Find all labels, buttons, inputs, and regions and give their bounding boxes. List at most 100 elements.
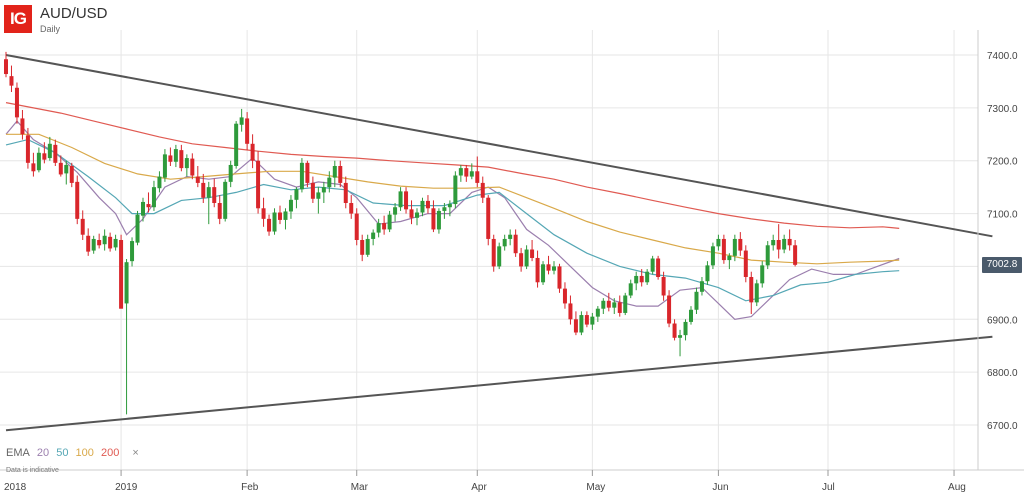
candle-body — [508, 234, 513, 239]
y-tick-label: 7100.0 — [987, 210, 1018, 221]
candle-body — [667, 295, 672, 324]
candle-body — [398, 191, 403, 208]
candle-body — [212, 187, 217, 203]
candle-body — [617, 302, 622, 313]
candle-body — [415, 212, 419, 218]
candle-body — [793, 245, 798, 265]
candle-body — [69, 166, 74, 183]
candle-body — [530, 249, 535, 258]
candle-body — [749, 277, 754, 303]
candle-body — [239, 117, 244, 125]
timeframe-label: Daily — [40, 24, 61, 34]
axes: 7400.07300.07200.07100.07000.06900.06800… — [0, 30, 1024, 493]
candle-body — [765, 245, 770, 266]
candle-body — [47, 143, 52, 159]
candle-body — [469, 171, 474, 177]
legend-item-ema200: 200 — [100, 447, 120, 459]
candle-body — [595, 308, 600, 317]
candle-body — [579, 315, 584, 333]
candle-body — [546, 264, 551, 271]
candle-body — [491, 238, 496, 267]
candle-body — [475, 171, 480, 183]
candle-body — [102, 235, 107, 245]
candle-body — [453, 175, 458, 205]
candle-body — [283, 211, 288, 220]
close-icon[interactable]: × — [132, 447, 139, 459]
candle-body — [601, 300, 606, 309]
candle-body — [305, 162, 310, 183]
candle-body — [524, 249, 529, 267]
candle-body — [678, 335, 683, 338]
candle-body — [645, 271, 650, 283]
candle-body — [338, 166, 343, 183]
candle-body — [278, 212, 282, 220]
candle-body — [310, 182, 315, 199]
candle-body — [141, 201, 145, 216]
candle-body — [409, 209, 414, 218]
x-tick-label: Feb — [241, 482, 259, 493]
trendline[interactable] — [5, 335, 993, 432]
candle-body — [343, 182, 348, 203]
legend-item-ema20: 20 — [36, 447, 50, 459]
candle-body — [382, 223, 387, 230]
candle-body — [294, 189, 299, 200]
candle-body — [53, 144, 58, 163]
trendline[interactable] — [5, 54, 993, 238]
candle-body — [683, 321, 688, 336]
candle-body — [86, 235, 91, 252]
y-tick-label: 6700.0 — [987, 421, 1018, 432]
candle-body — [4, 59, 8, 75]
candle-body — [705, 265, 710, 282]
candle-body — [672, 323, 677, 338]
candle-body — [771, 240, 776, 246]
candle-body — [634, 275, 639, 284]
candle-body — [541, 264, 546, 283]
indicator-legend: EMA 20 50 100 200 × — [6, 447, 143, 459]
candle-body — [332, 166, 337, 178]
x-tick-label: Jun — [712, 482, 728, 493]
ig-logo: IG — [4, 5, 32, 33]
candle-body — [480, 182, 485, 198]
candle-body — [195, 176, 200, 183]
candle-body — [124, 262, 129, 304]
candle-body — [486, 197, 491, 239]
candle-body — [162, 154, 167, 178]
candle-body — [31, 163, 36, 172]
candle-body — [782, 238, 787, 250]
candle-body — [431, 208, 436, 230]
candle-body — [58, 162, 63, 175]
candle-body — [573, 319, 578, 333]
instrument-title: AUD/USD — [40, 5, 108, 22]
candle-body — [628, 283, 633, 296]
x-tick-label: Jul — [822, 482, 835, 493]
x-tick-label: May — [586, 482, 605, 493]
candle-body — [20, 118, 25, 135]
chart-header: IG AUD/USD Daily — [0, 0, 300, 40]
candle-body — [201, 182, 206, 198]
candle-body — [250, 143, 255, 161]
candle-body — [502, 238, 507, 247]
candle-body — [36, 152, 41, 171]
candle-body — [272, 212, 277, 232]
x-tick-label: 2018 — [4, 482, 27, 493]
candle-body — [535, 257, 540, 283]
candle-body — [130, 241, 135, 262]
candle-body — [9, 76, 14, 86]
candle-body — [288, 199, 293, 212]
x-tick-label: Apr — [471, 482, 487, 493]
candle-body — [119, 240, 124, 309]
candle-body — [14, 87, 19, 118]
candle-body — [349, 203, 354, 214]
candle-body — [184, 158, 189, 169]
candle-body — [447, 204, 452, 208]
candle-body — [590, 316, 595, 325]
y-tick-label: 6800.0 — [987, 368, 1018, 379]
candle-body — [228, 164, 233, 182]
candle-body — [425, 200, 430, 209]
candle-body — [552, 266, 556, 271]
candle-body — [562, 288, 567, 304]
candle-body — [135, 214, 140, 243]
candle-body — [606, 300, 611, 308]
candle-body — [661, 277, 666, 296]
